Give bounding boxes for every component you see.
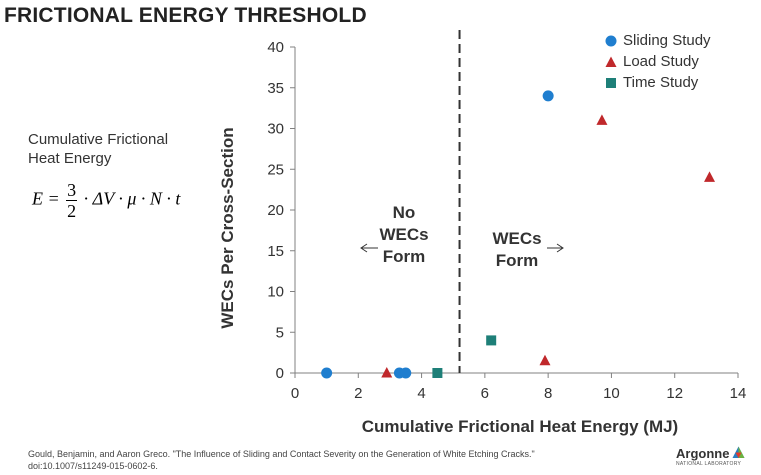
logo-text: Argonne xyxy=(676,446,730,461)
formula-fraction: 3 2 xyxy=(66,180,78,221)
formula-label-line1: Cumulative Frictional xyxy=(28,131,169,148)
legend-label-load: Load Study xyxy=(623,53,699,70)
formula-label: Cumulative Frictional Heat Energy xyxy=(28,130,228,168)
y-tick-label: 15 xyxy=(267,243,284,260)
annotation-group: No WECs Form WECs Form xyxy=(360,203,564,270)
annotation-right-text: Form xyxy=(496,251,539,270)
y-tick-label: 40 xyxy=(267,39,284,56)
formula-lhs: E = xyxy=(32,188,60,209)
x-tick-label: 10 xyxy=(603,385,620,402)
slide-title: FRICTIONAL ENERGY THRESHOLD xyxy=(4,4,367,27)
x-tick-label: 0 xyxy=(291,385,299,402)
data-point-load xyxy=(381,367,393,378)
right-arrowhead-icon xyxy=(556,243,564,253)
annotation-left-text: Form xyxy=(383,247,426,266)
circle-marker-icon xyxy=(602,35,620,47)
formula-rhs: · ΔV · μ · N · t xyxy=(83,188,181,209)
data-point-load xyxy=(596,114,608,125)
legend-item-time: Time Study xyxy=(602,72,711,93)
argonne-triangle-icon xyxy=(732,446,745,458)
x-tick-label: 8 xyxy=(544,385,552,402)
triangle-marker-icon xyxy=(602,56,620,68)
data-point-load xyxy=(539,354,551,366)
legend-item-load: Load Study xyxy=(602,51,711,72)
data-point-sliding xyxy=(400,367,412,379)
y-axis-label: WECs Per Cross-Section xyxy=(218,127,237,328)
x-axis-label: Cumulative Frictional Heat Energy (MJ) xyxy=(362,417,678,436)
data-point-time xyxy=(486,335,497,346)
citation: Gould, Benjamin, and Aaron Greco. "The I… xyxy=(28,448,648,472)
x-tick-label: 4 xyxy=(417,385,425,402)
legend-label-time: Time Study xyxy=(623,74,699,91)
x-tick-label: 12 xyxy=(666,385,683,402)
chart-legend: Sliding Study Load Study Time Study xyxy=(602,30,711,93)
x-tick-label: 6 xyxy=(481,385,489,402)
citation-line1: Gould, Benjamin, and Aaron Greco. "The I… xyxy=(28,449,535,459)
y-tick-label: 35 xyxy=(267,80,284,97)
formula-label-line2: Heat Energy xyxy=(28,150,112,167)
square-marker-icon xyxy=(602,77,620,89)
legend-item-sliding: Sliding Study xyxy=(602,30,711,51)
annotation-left-text: No xyxy=(393,203,416,222)
data-point-load xyxy=(704,171,716,182)
left-arrowhead-icon xyxy=(360,243,368,253)
data-marks xyxy=(321,90,716,379)
x-tick-label: 2 xyxy=(354,385,362,402)
x-tick-label: 14 xyxy=(730,385,747,402)
y-tick-label: 25 xyxy=(267,161,284,178)
citation-line2: doi:10.1007/s11249-015-0602-6. xyxy=(28,461,158,471)
legend-label-sliding: Sliding Study xyxy=(623,32,711,49)
data-point-sliding xyxy=(321,367,333,379)
logo-subtext: NATIONAL LABORATORY xyxy=(676,461,742,467)
data-point-time xyxy=(432,368,443,378)
argonne-logo: Argonne NATIONAL LABORATORY xyxy=(676,446,746,470)
chart-axes: 0 5 10 15 20 25 30 35 40 0 2 4 6 8 10 12 14 xyxy=(267,39,746,402)
y-tick-label: 30 xyxy=(267,121,284,138)
y-tick-label: 20 xyxy=(267,202,284,219)
data-point-sliding xyxy=(542,90,554,102)
y-tick-label: 5 xyxy=(276,324,284,341)
formula-fraction-numerator: 3 xyxy=(66,180,78,201)
energy-formula: E = 3 2 · ΔV · μ · N · t xyxy=(32,180,180,221)
y-tick-label: 0 xyxy=(276,365,284,382)
annotation-left-text: WECs xyxy=(379,225,428,244)
y-tick-label: 10 xyxy=(267,284,284,301)
annotation-right-text: WECs xyxy=(492,229,541,248)
formula-fraction-denominator: 2 xyxy=(67,201,77,221)
